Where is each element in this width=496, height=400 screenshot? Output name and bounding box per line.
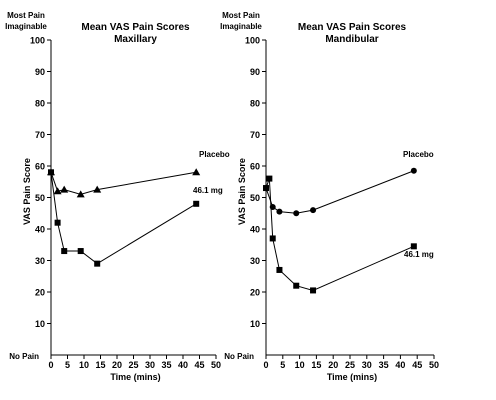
- x-tick-label: 15: [311, 360, 321, 370]
- series-line: [265, 178, 415, 291]
- data-point-triangle: [60, 185, 69, 193]
- x-tick-label: 45: [194, 360, 204, 370]
- data-point-square: [48, 169, 54, 176]
- x-tick-label: 50: [211, 360, 221, 370]
- series-label: 46.1 mg: [193, 186, 223, 195]
- y-tick-label: 90: [35, 67, 45, 77]
- y-tick-label: 10: [35, 319, 45, 329]
- data-point-square: [293, 282, 300, 289]
- y-tick-label: 70: [35, 130, 45, 140]
- series-label: Placebo: [403, 150, 434, 159]
- y-tick-label: 50: [35, 193, 45, 203]
- y-tick-label: 10: [250, 319, 260, 329]
- series-line: [50, 172, 197, 265]
- data-point-square: [310, 287, 317, 294]
- x-tick-label: 30: [362, 360, 372, 370]
- x-tick-label: 50: [429, 360, 439, 370]
- y-tick-label: 90: [250, 67, 260, 77]
- chart-title: Mean VAS Pain Scores: [81, 22, 190, 33]
- y-top-label: Imaginable: [5, 22, 47, 31]
- x-tick-label: 40: [178, 360, 188, 370]
- y-axis-label: VAS Pain Score: [22, 158, 32, 225]
- series-46-1-mg: 46.1 mg: [48, 169, 223, 267]
- x-tick-label: 20: [112, 360, 122, 370]
- series-label: Placebo: [199, 150, 230, 159]
- y-tick-label: 40: [250, 225, 260, 235]
- y-axis-label: VAS Pain Score: [237, 158, 247, 225]
- x-tick-label: 30: [145, 360, 155, 370]
- x-tick-label: 25: [128, 360, 138, 370]
- y-tick-label: 80: [250, 99, 260, 109]
- data-point-square: [61, 248, 68, 255]
- chart-title: Mean VAS Pain Scores: [298, 22, 407, 33]
- data-point-square: [77, 248, 84, 255]
- x-axis-label: Time (mins): [327, 372, 377, 382]
- data-point-square: [266, 175, 273, 182]
- y-tick-label: 20: [35, 288, 45, 298]
- data-point-square: [276, 266, 283, 273]
- data-point-square: [263, 185, 269, 192]
- y-tick-label: 50: [250, 193, 260, 203]
- data-point-triangle: [76, 190, 85, 198]
- x-tick-label: 40: [395, 360, 405, 370]
- y-tick-label: 30: [250, 256, 260, 266]
- chart-subtitle: Mandibular: [325, 34, 378, 45]
- x-tick-label: 45: [412, 360, 422, 370]
- data-point-square: [54, 219, 61, 226]
- x-tick-label: 0: [48, 360, 53, 370]
- chart-panel-1: 10 20 30 40 50 60 70 80 90 100 0 5 10 15 20 25 30 35 40 45 5…: [5, 11, 230, 382]
- data-point-square: [269, 235, 276, 242]
- data-point-triangle: [192, 168, 201, 176]
- x-tick-label: 15: [95, 360, 105, 370]
- y-tick-label: 60: [35, 162, 45, 172]
- x-tick-label: 0: [263, 360, 268, 370]
- data-point-square: [94, 260, 101, 267]
- y-tick-label: 20: [250, 288, 260, 298]
- series-placebo: Placebo: [263, 150, 434, 217]
- y-tick-label: 40: [35, 225, 45, 235]
- data-point-circle: [410, 167, 417, 174]
- x-tick-label: 10: [79, 360, 89, 370]
- y-tick-label: 100: [30, 36, 45, 46]
- chart-subtitle: Maxillary: [114, 34, 157, 45]
- series-label: 46.1 mg: [404, 250, 434, 259]
- series-line: [265, 170, 415, 214]
- x-tick-label: 25: [345, 360, 355, 370]
- y-top-label: Imaginable: [220, 22, 262, 31]
- data-point-circle: [276, 208, 283, 215]
- data-point-triangle: [93, 185, 102, 193]
- series-46-1-mg: 46.1 mg: [263, 175, 434, 294]
- y-tick-label: 30: [35, 256, 45, 266]
- series-line: [50, 171, 197, 195]
- x-tick-label: 20: [328, 360, 338, 370]
- y-top-label: Most Pain: [7, 11, 45, 20]
- y-tick-label: 80: [35, 99, 45, 109]
- data-point-square: [410, 243, 417, 250]
- y-bottom-label: No Pain: [224, 352, 254, 361]
- data-point-square: [193, 200, 200, 207]
- y-tick-label: 100: [245, 36, 260, 46]
- x-tick-label: 10: [295, 360, 305, 370]
- chart-panel-2: 10 20 30 40 50 60 70 80 90 100 0 5 10 15 20 25 30 35 40 45 5…: [220, 11, 439, 382]
- x-tick-label: 35: [379, 360, 389, 370]
- y-tick-label: 60: [250, 162, 260, 172]
- x-axis-label: Time (mins): [110, 372, 160, 382]
- data-point-circle: [293, 210, 300, 217]
- x-tick-label: 35: [161, 360, 171, 370]
- y-top-label: Most Pain: [222, 11, 260, 20]
- y-bottom-label: No Pain: [9, 352, 39, 361]
- y-tick-label: 70: [250, 130, 260, 140]
- data-point-triangle: [53, 187, 62, 195]
- data-point-circle: [310, 207, 317, 214]
- x-tick-label: 5: [280, 360, 285, 370]
- x-tick-label: 5: [65, 360, 70, 370]
